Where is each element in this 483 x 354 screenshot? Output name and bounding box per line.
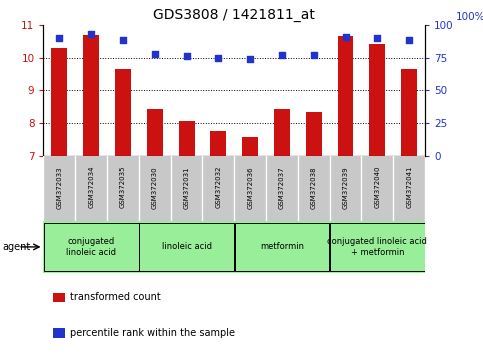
- Bar: [115, 69, 131, 156]
- Bar: [211, 131, 227, 156]
- Text: GSM372040: GSM372040: [374, 166, 380, 209]
- Point: [310, 52, 318, 58]
- Text: GSM372038: GSM372038: [311, 166, 317, 209]
- Bar: [242, 137, 258, 156]
- Text: GSM372034: GSM372034: [88, 166, 94, 209]
- Text: transformed count: transformed count: [70, 292, 161, 302]
- Bar: [83, 35, 99, 156]
- Bar: [338, 36, 354, 156]
- Bar: [306, 112, 322, 156]
- Point: [183, 53, 190, 59]
- Bar: [330, 223, 425, 270]
- Text: linoleic acid: linoleic acid: [161, 242, 212, 251]
- Point: [119, 38, 127, 43]
- Point: [214, 55, 222, 60]
- Title: GDS3808 / 1421811_at: GDS3808 / 1421811_at: [153, 8, 315, 22]
- Point: [278, 52, 286, 58]
- Text: GSM372041: GSM372041: [406, 166, 412, 209]
- Bar: [235, 223, 329, 270]
- Text: conjugated linoleic acid
+ metformin: conjugated linoleic acid + metformin: [327, 237, 427, 257]
- Text: GSM372031: GSM372031: [184, 166, 189, 209]
- Bar: [274, 109, 290, 156]
- Text: GSM372036: GSM372036: [247, 166, 253, 209]
- Text: GSM372033: GSM372033: [57, 166, 62, 209]
- Text: GSM372039: GSM372039: [342, 166, 349, 209]
- Text: 100%: 100%: [455, 12, 483, 22]
- Text: conjugated
linoleic acid: conjugated linoleic acid: [66, 237, 116, 257]
- Bar: [139, 223, 234, 270]
- Point: [405, 38, 413, 43]
- Bar: [401, 69, 417, 156]
- Text: percentile rank within the sample: percentile rank within the sample: [70, 327, 235, 338]
- Text: metformin: metformin: [260, 242, 304, 251]
- Text: GSM372030: GSM372030: [152, 166, 158, 209]
- Text: agent: agent: [2, 242, 30, 252]
- Bar: [147, 109, 163, 156]
- Bar: [44, 223, 139, 270]
- Bar: [369, 44, 385, 156]
- Point: [341, 34, 349, 39]
- Text: GSM372037: GSM372037: [279, 166, 285, 209]
- Point: [373, 35, 381, 41]
- Text: GSM372032: GSM372032: [215, 166, 221, 209]
- Text: GSM372035: GSM372035: [120, 166, 126, 209]
- Point: [246, 56, 254, 62]
- Bar: [179, 121, 195, 156]
- Bar: [51, 48, 67, 156]
- Point: [87, 31, 95, 37]
- Point: [56, 35, 63, 41]
- Point: [151, 51, 158, 56]
